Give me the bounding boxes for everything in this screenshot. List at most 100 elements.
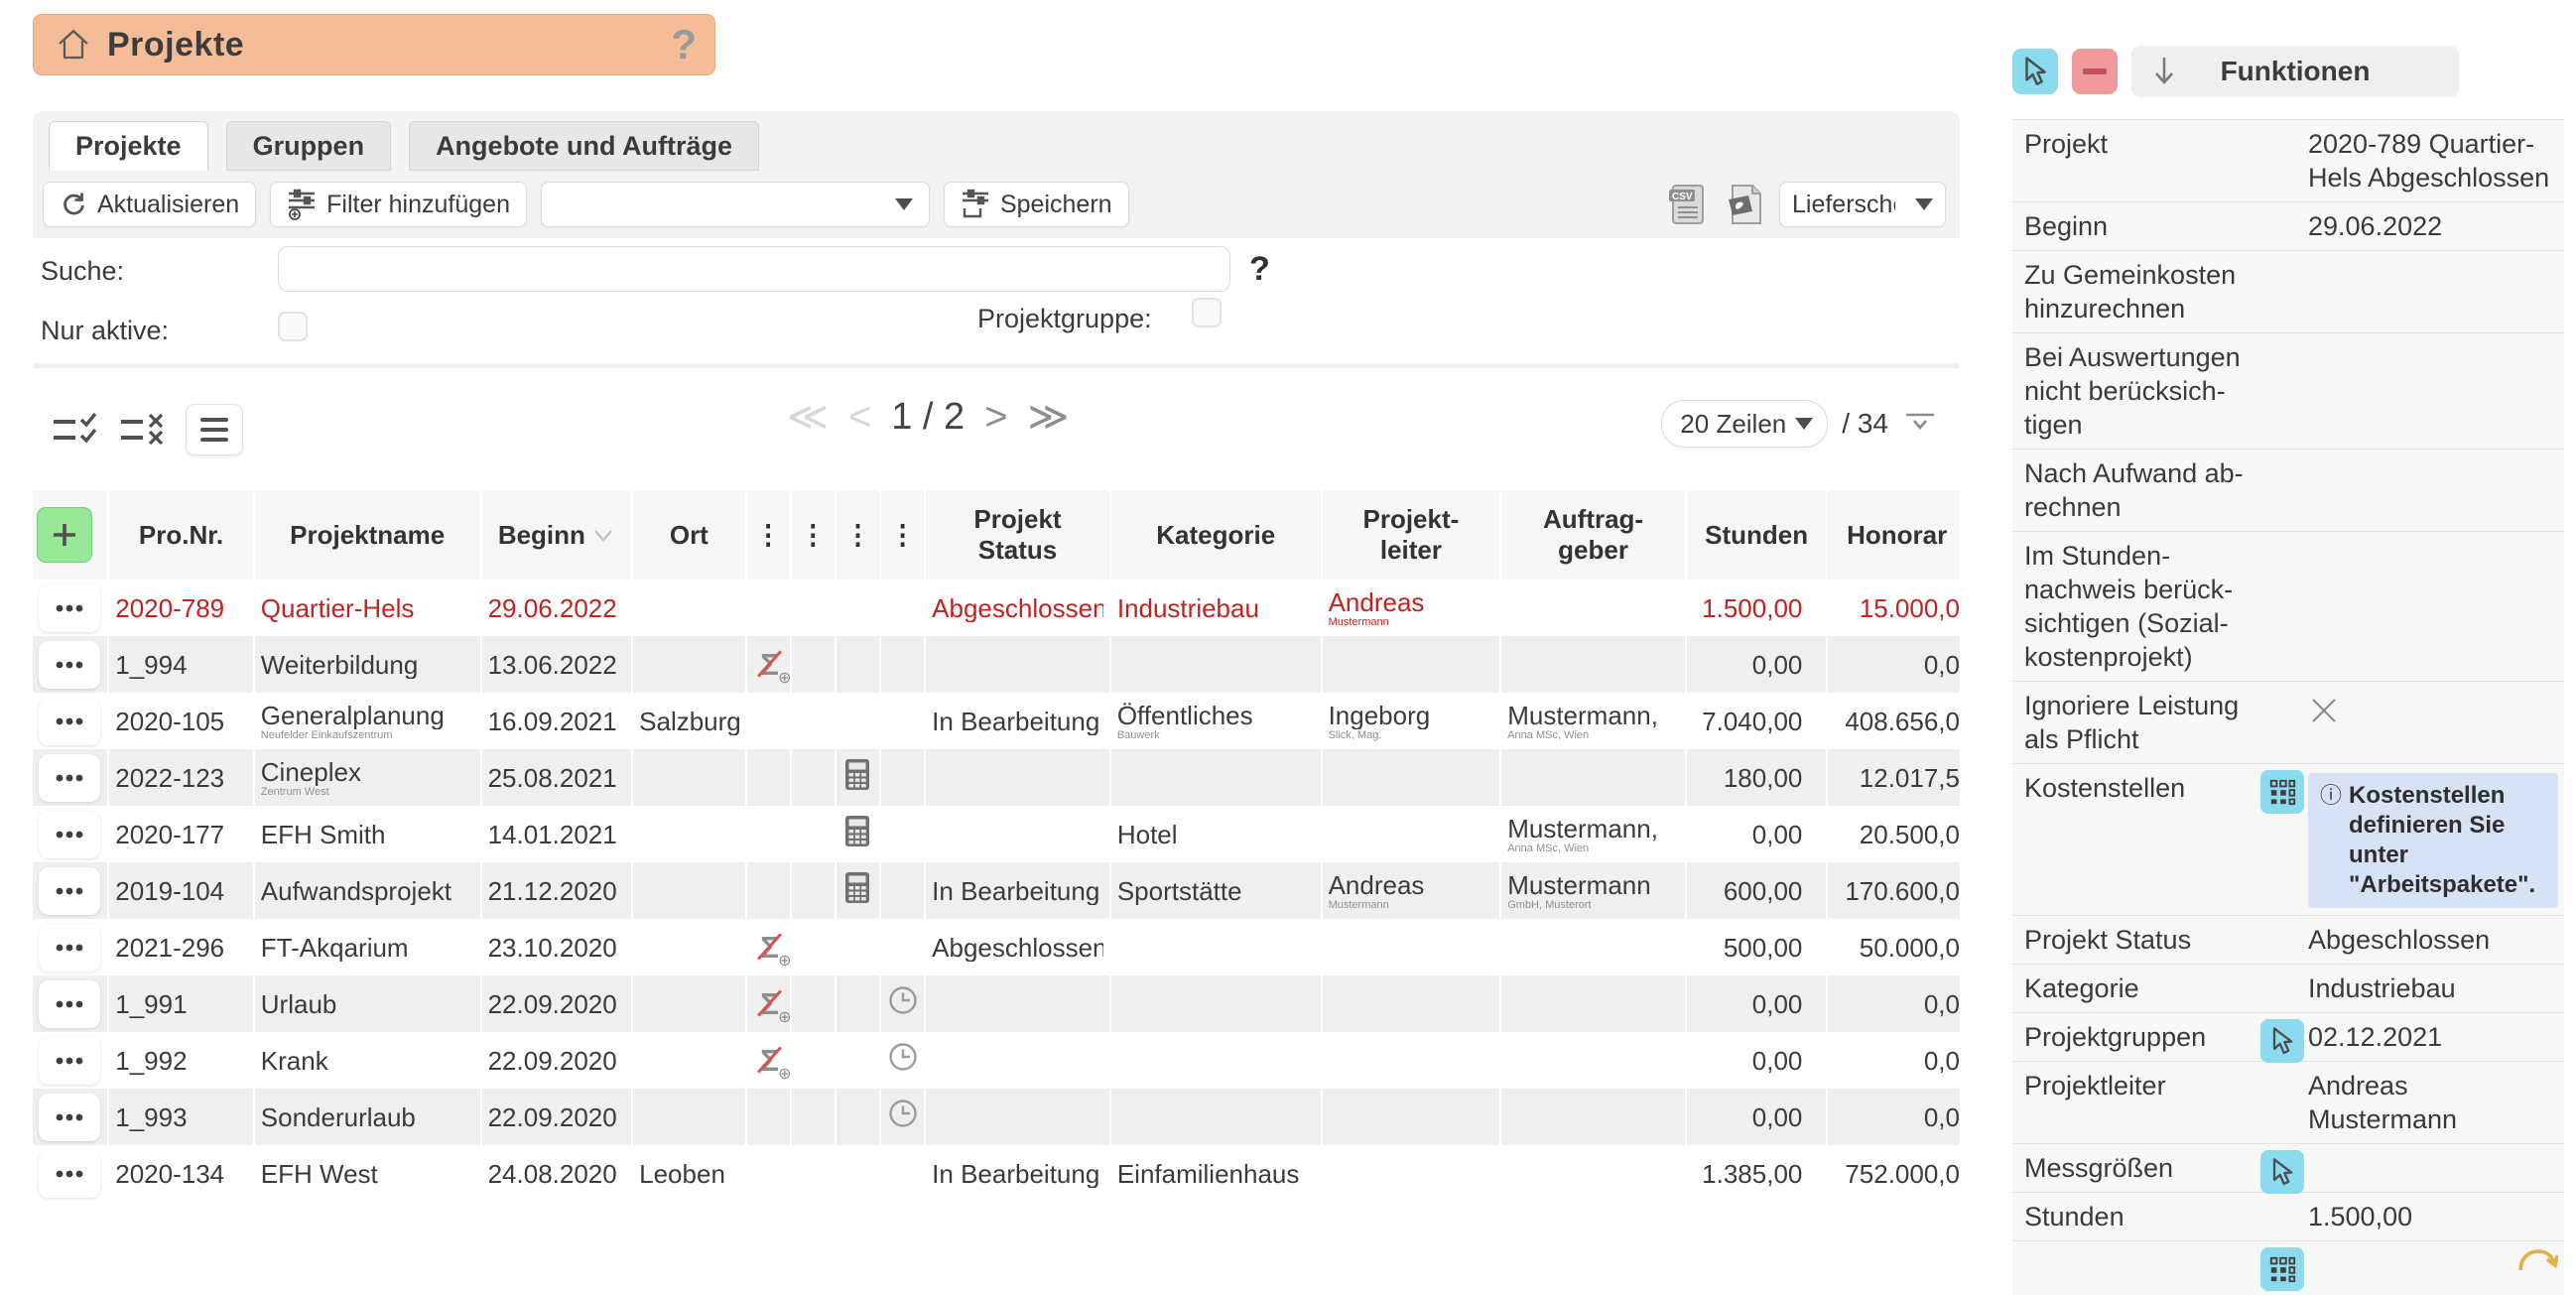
row-menu-button[interactable] [39, 1093, 100, 1141]
column-header-i4[interactable]: ⋮ [880, 490, 927, 580]
table-row-2019-104[interactable]: 2019-104 Aufwandsprojekt 21.12.2020 In Bear… [33, 862, 1960, 919]
column-header-i3[interactable]: ⋮ [835, 490, 882, 580]
functions-header[interactable]: Funktionen [2131, 46, 2459, 97]
cursor-icon[interactable] [2260, 1150, 2304, 1194]
help-icon[interactable]: ? [671, 21, 697, 67]
saved-filter-select[interactable] [540, 182, 930, 227]
column-header-name[interactable]: Projektname [253, 490, 482, 580]
field-value[interactable] [2260, 539, 2564, 674]
rows-per-page-select[interactable]: 20 Zeilen [1661, 400, 1829, 448]
field-value[interactable]: 2020-789 Quartier-Hels Abgeschlossen [2308, 129, 2550, 193]
row-menu-button[interactable] [39, 583, 100, 632]
row-menu-button[interactable] [39, 866, 100, 915]
field-value[interactable] [2260, 258, 2564, 325]
select-all-icon[interactable] [51, 406, 102, 453]
column-header-stunden[interactable]: Stunden [1685, 490, 1829, 580]
csv-export-icon[interactable]: CSV [1664, 183, 1710, 226]
row-menu-button[interactable] [39, 979, 100, 1028]
refresh-button[interactable]: Aktualisieren [43, 182, 257, 227]
column-header-status[interactable]: Projekt Status [925, 490, 1111, 580]
refresh-icon [64, 193, 84, 215]
grid-icon[interactable] [2260, 770, 2304, 814]
sum-crossed-icon: Σ⊕ [753, 1040, 792, 1083]
field-value[interactable]: Andreas Mustermann [2308, 1071, 2458, 1134]
tab-projekte[interactable]: Projekte [49, 121, 208, 171]
column-header-auftraggeber[interactable]: Auftrag-geber [1500, 490, 1687, 580]
row-menu-button[interactable] [39, 697, 100, 745]
field-value[interactable]: 1.500,00 [2308, 1202, 2413, 1231]
field-label: Zu Gemeinkosten hinzurechnen [2024, 260, 2237, 324]
row-menu-button[interactable] [39, 923, 100, 971]
table-row-2020-789[interactable]: 2020-789 Quartier-Hels 29.06.2022 Abgeschlo… [33, 580, 1960, 636]
field-value[interactable]: ⓘ Kostenstellen definieren Sie unter "Arb… [2260, 771, 2564, 908]
divider [33, 363, 1960, 368]
cursor-select-button[interactable] [2012, 49, 2058, 94]
panel-field-beginn: Beginn 29.06.2022 [2012, 202, 2564, 251]
column-header-pronr[interactable]: Pro.Nr. [108, 490, 255, 580]
column-header-honorar[interactable]: Honorar [1827, 490, 1960, 580]
tab-angebote-und-auftr-ge[interactable]: Angebote und Aufträge [409, 121, 760, 171]
column-header-ort[interactable]: Ort [632, 490, 747, 580]
tab-gruppen[interactable]: Gruppen [225, 121, 392, 171]
undo-icon[interactable] [2516, 1245, 2559, 1276]
grid-icon[interactable] [2260, 1247, 2304, 1291]
search-input[interactable] [278, 246, 1230, 292]
last-page-button[interactable]: ≫ [1027, 395, 1070, 439]
home-icon[interactable] [52, 23, 95, 66]
search-help-icon[interactable]: ? [1249, 250, 1270, 288]
row-menu-button[interactable] [39, 753, 100, 802]
table-row-1-993[interactable]: 1_993 Sonderurlaub 22.09.2020 0,00 0,0 [33, 1089, 1960, 1145]
add-filter-button[interactable]: Filter hinzufügen [270, 182, 527, 227]
table-row-2020-177[interactable]: 2020-177 EFH Smith 14.01.2021 Hotel Musterma… [33, 806, 1960, 862]
collapse-icon[interactable] [1902, 410, 1938, 439]
save-button[interactable]: Speichern [943, 182, 1129, 227]
column-header-leiter[interactable]: Projekt-leiter [1321, 490, 1502, 580]
chevron-down-icon [1795, 418, 1814, 430]
cursor-icon[interactable] [2260, 1019, 2304, 1063]
field-label: Bei Auswertungen nicht berücksich-tigen [2024, 342, 2241, 440]
column-header-kategorie[interactable]: Kategorie [1109, 490, 1323, 580]
ellipsis-icon [56, 944, 83, 951]
prev-page-button[interactable]: < [847, 394, 872, 439]
table-row-2020-134[interactable]: 2020-134 EFH West 24.08.2020 Leoben In Bearb… [33, 1145, 1960, 1202]
sum-crossed-icon: Σ⊕ [753, 927, 792, 970]
pdf-export-icon[interactable] [1722, 183, 1767, 226]
row-menu-button[interactable] [39, 810, 100, 858]
field-value[interactable] [2260, 689, 2564, 756]
column-header-i1[interactable]: ⋮ [745, 490, 792, 580]
row-menu-button[interactable] [39, 1149, 100, 1198]
table-row-2021-296[interactable]: 2021-296FT-Akqarium23.10.2020Σ⊕Abgeschlo… [33, 919, 1960, 975]
field-value[interactable]: 02.12.2021 [2308, 1022, 2443, 1052]
field-value[interactable]: Abgeschlossen [2308, 925, 2491, 955]
svg-text:CSV: CSV [1672, 192, 1693, 202]
project-group-label: Projektgruppe: [977, 304, 1152, 333]
project-group-checkbox[interactable] [1192, 298, 1222, 327]
next-page-button[interactable]: > [984, 394, 1008, 439]
only-active-checkbox[interactable] [278, 312, 308, 341]
plus-icon [54, 524, 75, 546]
table-row-2022-123[interactable]: 2022-123 Cineplex Zentrum West 25.08.2021 18… [33, 749, 1960, 806]
row-menu-button[interactable] [39, 1036, 100, 1085]
row-menu-button[interactable] [39, 640, 100, 689]
field-value[interactable] [2260, 1151, 2564, 1185]
panel-field-projektleiter: Projektleiter Andreas Mustermann [2012, 1062, 2564, 1144]
field-value[interactable] [2260, 340, 2564, 442]
export-type-select[interactable]: Lieferschein [1779, 182, 1946, 227]
field-label: Ignoriere Leistung als Pflicht [2024, 691, 2240, 754]
panel-field-bei-auswertungen-nicht-ber-cksich-tigen: Bei Auswertungen nicht berücksich-tigen [2012, 333, 2564, 450]
deselect-all-icon[interactable] [118, 406, 170, 453]
field-value[interactable]: Industriebau [2308, 973, 2456, 1003]
field-value[interactable] [2260, 456, 2564, 524]
icon-column-header: ⋮ [799, 519, 827, 550]
field-value[interactable]: 29.06.2022 [2308, 211, 2443, 241]
add-project-button[interactable] [37, 507, 92, 563]
column-header-beginn[interactable]: Beginn [480, 490, 634, 580]
table-row-2020-105[interactable]: 2020-105 Generalplanung Neufelder Einkaufs… [33, 693, 1960, 749]
column-header-i2[interactable]: ⋮ [790, 490, 837, 580]
list-menu-button[interactable] [186, 404, 243, 455]
remove-button[interactable] [2072, 49, 2118, 94]
first-page-button[interactable]: ≪ [787, 395, 829, 439]
